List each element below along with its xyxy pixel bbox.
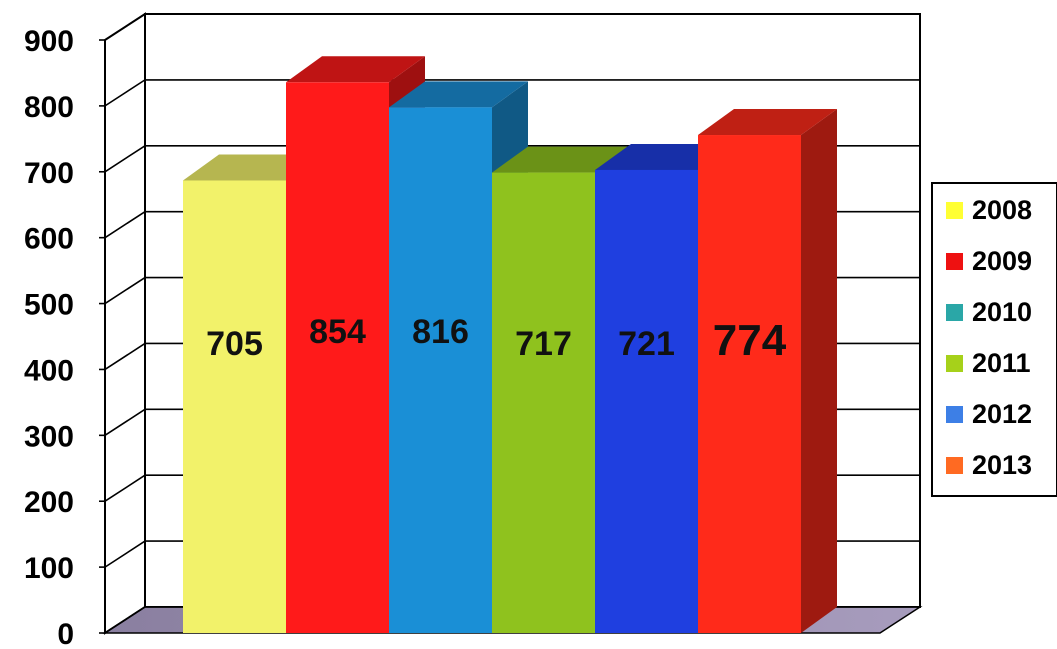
y-tick-label: 700 [24, 157, 74, 190]
legend-swatch [946, 355, 963, 372]
legend-label: 2008 [972, 195, 1032, 225]
bar-side [801, 109, 837, 633]
legend-label: 2009 [972, 246, 1032, 276]
side-wall [104, 12, 146, 635]
data-label-2008: 705 [206, 325, 263, 363]
y-tick-label: 800 [24, 91, 74, 124]
y-tick-label: 300 [24, 420, 74, 453]
legend-item-2010: 2010 [946, 297, 1032, 327]
data-label-2011: 717 [515, 325, 572, 363]
y-tick-label: 0 [57, 618, 74, 649]
bar-top [492, 146, 631, 173]
legend-swatch [946, 457, 963, 474]
data-labels: 705 854 816 717 721 774 [206, 313, 787, 365]
bar-2013 [698, 109, 837, 633]
legend-item-2012: 2012 [946, 399, 1032, 429]
legend-label: 2013 [972, 450, 1032, 480]
legend-swatch [946, 406, 963, 423]
legend-item-2013: 2013 [946, 450, 1032, 480]
legend-swatch [946, 202, 963, 219]
data-label-2009: 854 [309, 313, 366, 351]
y-tick-label: 500 [24, 289, 74, 322]
bar-front [492, 172, 595, 633]
bar-front [286, 82, 389, 633]
y-axis: 0 100 200 300 400 500 600 700 800 900 [24, 25, 106, 649]
legend-item-2009: 2009 [946, 246, 1032, 276]
y-tick-label: 400 [24, 354, 74, 387]
bars [183, 56, 837, 634]
bar-top [389, 81, 528, 108]
legend-item-2011: 2011 [946, 348, 1031, 378]
bar-front [595, 169, 698, 634]
legend-label: 2012 [972, 399, 1032, 429]
legend-label: 2010 [972, 297, 1032, 327]
legend-swatch [946, 253, 963, 270]
y-tick-label: 200 [24, 486, 74, 519]
bar-top [698, 109, 837, 136]
bar-front [389, 107, 492, 633]
data-label-2012: 721 [618, 325, 675, 363]
bar-front [698, 135, 801, 633]
gridline [104, 79, 920, 107]
gridline [104, 13, 920, 41]
data-label-2010: 816 [412, 313, 469, 351]
legend: 2008 2009 2010 2011 2012 2013 [931, 182, 1057, 497]
legend-item-2008: 2008 [946, 195, 1032, 225]
bar-top [286, 56, 425, 83]
y-tick-label: 100 [24, 552, 74, 585]
y-tick-label: 900 [24, 25, 74, 58]
legend-box [931, 182, 1057, 497]
bar-front [183, 180, 286, 633]
legend-swatch [946, 304, 963, 321]
legend-label: 2011 [972, 348, 1031, 378]
y-tick-label: 600 [24, 223, 74, 256]
data-label-2013: 774 [713, 316, 787, 365]
